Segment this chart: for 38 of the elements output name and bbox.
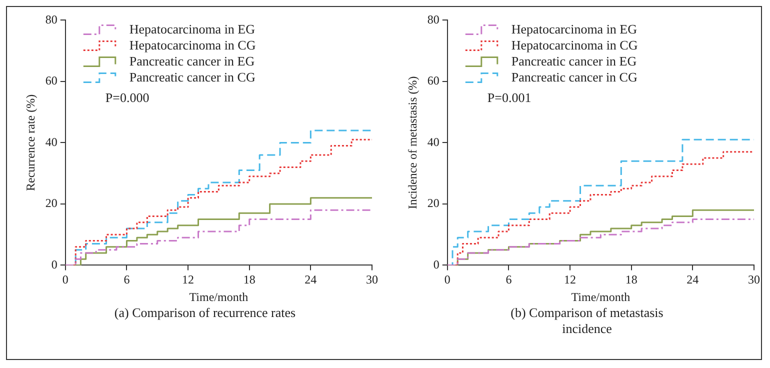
x-tick-label: 0 — [444, 272, 450, 287]
text: (a) Comparison of recurrence rates — [113, 305, 297, 321]
legend-label: Pancreatic cancer in EG — [129, 54, 255, 69]
y-tick-label: 0 — [433, 257, 440, 272]
x-tick-label: 0 — [62, 272, 68, 287]
y-axis-title: Incidence of metastasis (%) — [405, 76, 420, 210]
y-tick-label: 40 — [427, 134, 440, 149]
legend-label: Pancreatic cancer in EG — [511, 54, 637, 69]
x-tick-label: 12 — [564, 272, 576, 287]
y-tick-label: 0 — [51, 257, 58, 272]
y-tick-label: 40 — [45, 134, 58, 149]
x-axis-title: Time/month — [571, 290, 630, 304]
x-tick-label: 24 — [304, 272, 317, 287]
y-tick-label: 20 — [427, 196, 440, 210]
y-tick-label: 60 — [427, 74, 440, 88]
y-axis-title: Recurrence rate (%) — [23, 94, 38, 192]
legend-label: Hepatocarcinoma in EG — [511, 22, 638, 37]
x-tick-label: 6 — [124, 272, 130, 287]
legend-label: Pancreatic cancer in CG — [511, 70, 638, 85]
y-tick-label: 80 — [45, 12, 58, 26]
x-tick-label: 24 — [686, 272, 699, 287]
x-axis-title: Time/month — [189, 290, 248, 304]
x-tick-label: 6 — [506, 272, 512, 287]
text: (b) Comparison of metastasis incidence — [510, 305, 664, 337]
annotation: P=0.000 — [105, 90, 150, 106]
legend-label: Hepatocarcinoma in EG — [129, 22, 256, 37]
x-tick-label: 12 — [182, 272, 194, 287]
x-tick-label: 18 — [625, 272, 638, 287]
legend-label: Hepatocarcinoma in CG — [511, 38, 638, 53]
x-tick-label: 30 — [748, 272, 760, 287]
x-tick-label: 30 — [366, 272, 378, 287]
x-tick-label: 18 — [243, 272, 256, 287]
y-tick-label: 60 — [45, 74, 58, 88]
legend-label: Pancreatic cancer in CG — [129, 70, 256, 85]
y-tick-label: 20 — [45, 196, 58, 210]
y-tick-label: 80 — [427, 12, 440, 26]
annotation: P=0.001 — [487, 90, 532, 106]
legend-label: Hepatocarcinoma in CG — [129, 38, 256, 53]
